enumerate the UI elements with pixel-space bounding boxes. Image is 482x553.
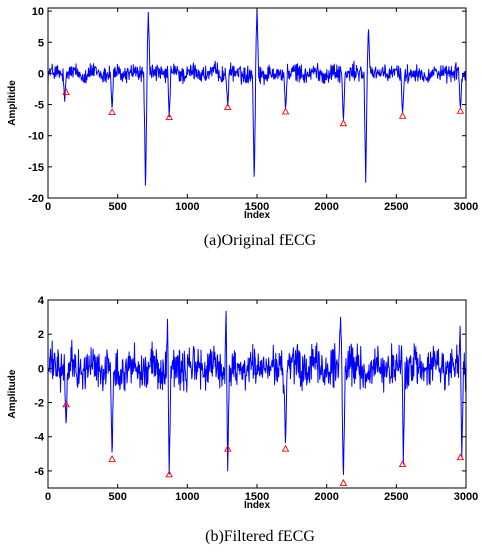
x-axis-label: Index: [244, 500, 271, 511]
x-tick-label: 1000: [175, 201, 199, 213]
y-tick-label: 0: [38, 363, 44, 375]
y-axis-label: Amplitude: [7, 369, 18, 418]
signal-trace: [48, 310, 466, 475]
x-axis-label: Index: [244, 210, 271, 221]
peak-marker: [339, 119, 348, 127]
peak-marker: [62, 88, 70, 96]
x-tick-label: 0: [45, 201, 51, 213]
peak-marker: [456, 106, 465, 114]
peak-marker: [108, 455, 116, 462]
x-tick-label: 2500: [384, 201, 408, 213]
peak-marker: [108, 108, 116, 115]
peak-marker: [165, 113, 173, 120]
peak-marker: [281, 107, 290, 115]
figure-caption: (a)Original fECG: [204, 232, 317, 249]
y-tick-label: -2: [34, 398, 44, 410]
peak-marker: [281, 444, 290, 452]
x-tick-label: 2000: [314, 491, 338, 503]
peak-marker: [339, 478, 348, 486]
peak-marker: [62, 400, 70, 408]
peak-marker: [165, 470, 173, 478]
x-tick-label: 2500: [384, 491, 408, 503]
figure-caption: (b)Filtered fECG: [205, 528, 315, 545]
peak-marker: [398, 460, 407, 468]
y-tick-label: 4: [38, 295, 45, 307]
y-tick-label: 10: [32, 6, 44, 18]
x-tick-label: 1500: [245, 491, 269, 503]
chart-panel-2: 0 500 1000 1500 2000 2500 3000 -6 -4 -2 0 2 4 Index Am…: [7, 295, 478, 545]
peak-marker: [456, 453, 465, 461]
x-tick-label: 3000: [454, 491, 478, 503]
x-tick-label: 1500: [245, 201, 269, 213]
y-tick-label: -20: [28, 193, 44, 205]
y-tick-label: -10: [28, 131, 44, 143]
x-tick-label: 0: [45, 491, 51, 503]
y-tick-label: -4: [34, 432, 45, 444]
peak-marker: [398, 111, 407, 119]
x-tick-label: 500: [108, 201, 126, 213]
y-tick-label: 0: [38, 68, 44, 80]
y-tick-label: -6: [34, 466, 44, 478]
x-tick-label: 2000: [314, 201, 338, 213]
y-tick-label: 5: [38, 37, 44, 49]
y-axis-label: Amplitide: [7, 80, 18, 126]
x-tick-label: 3000: [454, 201, 478, 213]
y-tick-label: -15: [28, 162, 44, 174]
peak-marker: [223, 444, 232, 452]
peak-marker: [223, 103, 232, 110]
chart-panel-1: 0 500 1000 1500 2000 2500 3000 -20 -15 -10 -5 0 5 10 I…: [7, 6, 478, 249]
x-tick-label: 500: [108, 491, 126, 503]
signal-trace: [48, 8, 466, 186]
y-tick-label: 2: [38, 329, 44, 341]
y-tick-label: -5: [34, 100, 44, 112]
x-tick-label: 1000: [175, 491, 199, 503]
